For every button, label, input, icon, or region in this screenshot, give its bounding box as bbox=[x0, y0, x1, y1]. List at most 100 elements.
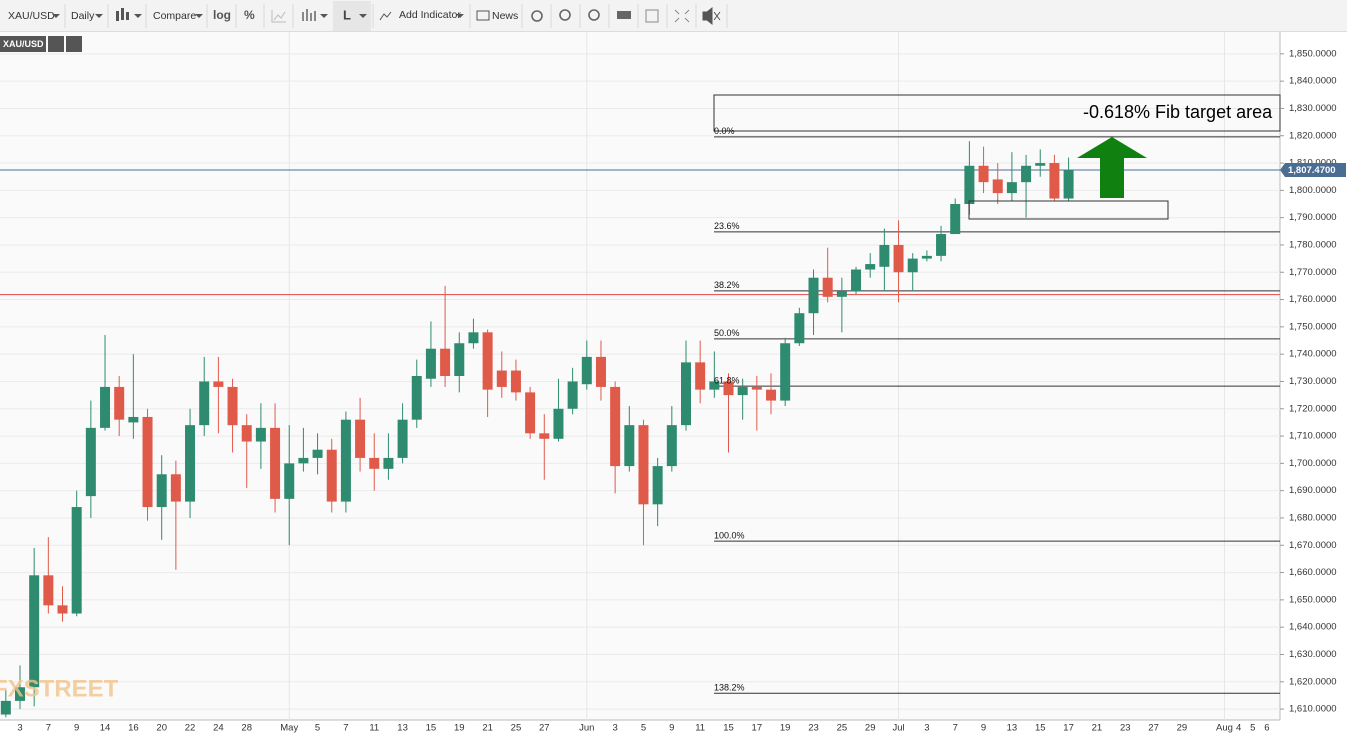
dropdown-arrow bbox=[456, 14, 464, 18]
candle-body bbox=[836, 291, 847, 297]
candle-body bbox=[383, 457, 394, 469]
x-tick-label: 11 bbox=[695, 723, 705, 734]
candle-body bbox=[794, 313, 805, 344]
x-tick-label: 6 bbox=[1264, 723, 1269, 734]
dropdown-arrow bbox=[359, 14, 367, 18]
symbol-input[interactable]: XAU/USD bbox=[8, 10, 55, 22]
indicator-icon bbox=[379, 11, 392, 21]
x-tick-label: 19 bbox=[454, 723, 465, 734]
png-button[interactable] bbox=[645, 9, 659, 23]
candle-body bbox=[851, 269, 862, 292]
candle-body bbox=[71, 507, 82, 614]
candle-body bbox=[921, 255, 932, 259]
y-tick-label: 1,800.0000 bbox=[1289, 185, 1337, 196]
news-button[interactable]: News bbox=[492, 10, 518, 22]
candle-body bbox=[695, 362, 706, 390]
candle-body bbox=[284, 463, 295, 499]
x-tick-label: 3 bbox=[612, 723, 617, 734]
fib-label: 0.0% bbox=[714, 126, 735, 136]
candle-body bbox=[581, 356, 592, 385]
candle-body bbox=[610, 386, 621, 467]
range-box bbox=[968, 200, 1169, 220]
calendar-icon[interactable] bbox=[66, 36, 82, 52]
candle-body bbox=[270, 427, 281, 499]
x-tick-label: 16 bbox=[128, 723, 139, 734]
x-tick-label: 28 bbox=[241, 723, 252, 734]
symbol-tag-bg bbox=[0, 36, 46, 52]
candle-body bbox=[298, 457, 309, 464]
x-tick-label: 9 bbox=[669, 723, 674, 734]
candle-body bbox=[1049, 163, 1060, 199]
x-tick-label: 24 bbox=[213, 723, 224, 734]
zoom-in-button[interactable] bbox=[559, 9, 571, 21]
last-price-tag-bg bbox=[1280, 162, 1346, 177]
marks bbox=[0, 141, 1074, 718]
y-tick-label: 1,650.0000 bbox=[1289, 594, 1337, 605]
x-tick-label: 21 bbox=[482, 723, 493, 734]
candle-body bbox=[0, 700, 11, 715]
layout-button[interactable]: L bbox=[343, 7, 351, 22]
zoom-out-button[interactable] bbox=[588, 9, 600, 21]
candle-body bbox=[411, 376, 422, 420]
refresh-button[interactable] bbox=[531, 10, 543, 22]
x-tick-label: 22 bbox=[185, 723, 196, 734]
x-tick-label: 25 bbox=[511, 723, 522, 734]
x-tick-label: 13 bbox=[397, 723, 408, 734]
fullscreen-button[interactable] bbox=[674, 9, 690, 23]
x-tick-label: 5 bbox=[1250, 723, 1255, 734]
x-tick-label: Aug bbox=[1216, 723, 1233, 734]
x-tick-label: 29 bbox=[1177, 723, 1188, 734]
percent-button[interactable]: % bbox=[244, 8, 255, 22]
fib-label: 50.0% bbox=[714, 328, 740, 338]
volume-button[interactable] bbox=[302, 9, 328, 21]
candle-body bbox=[199, 381, 210, 426]
fib-label: 61.8% bbox=[714, 375, 740, 385]
candle-body bbox=[15, 687, 25, 701]
candle-body bbox=[553, 408, 564, 439]
candle-body bbox=[496, 370, 507, 387]
candle-body bbox=[652, 466, 663, 505]
chart-style-button[interactable] bbox=[271, 10, 286, 23]
grid bbox=[0, 32, 1280, 720]
fib-label: 38.2% bbox=[714, 280, 740, 290]
x-tick-label: 13 bbox=[1007, 723, 1018, 734]
news-icon bbox=[476, 10, 490, 21]
x-tick-label: 25 bbox=[837, 723, 848, 734]
y-tick-label: 1,820.0000 bbox=[1289, 130, 1337, 141]
candle-body bbox=[170, 474, 181, 502]
candle-body bbox=[936, 234, 947, 256]
y-tick-label: 1,680.0000 bbox=[1289, 512, 1337, 523]
x-tick-label: 23 bbox=[808, 723, 819, 734]
candle-body bbox=[1035, 163, 1046, 166]
chart-type-button[interactable] bbox=[116, 8, 142, 21]
compare-button[interactable]: Compare bbox=[153, 10, 196, 22]
y-tick-label: 1,660.0000 bbox=[1289, 567, 1337, 578]
interval-button[interactable]: Daily bbox=[71, 10, 95, 22]
add-indicator-button[interactable]: Add Indicator bbox=[399, 9, 461, 21]
x-tick-label: 20 bbox=[156, 723, 167, 734]
toolbar-bg bbox=[0, 0, 1347, 32]
x-tick-label: 29 bbox=[865, 723, 876, 734]
y-tick-label: 1,830.0000 bbox=[1289, 103, 1337, 114]
candle-body bbox=[595, 356, 606, 387]
candle-body bbox=[638, 425, 649, 505]
candle-body bbox=[766, 389, 777, 401]
x-tick-label: 15 bbox=[1035, 723, 1046, 734]
candle-body bbox=[893, 244, 904, 273]
print-button[interactable] bbox=[617, 11, 631, 19]
x-tick-label: 3 bbox=[17, 723, 22, 734]
candle-body bbox=[312, 449, 323, 458]
candle-body bbox=[128, 416, 139, 423]
x-tick-label: 17 bbox=[752, 723, 763, 734]
mute-button[interactable] bbox=[702, 6, 721, 26]
candle-body bbox=[808, 277, 819, 314]
candle-body bbox=[780, 343, 791, 401]
annotation: -0.618% Fib target area bbox=[1083, 102, 1273, 122]
candle-body bbox=[397, 419, 408, 458]
y-tick-label: 1,840.0000 bbox=[1289, 76, 1337, 87]
reload-icon[interactable] bbox=[48, 36, 64, 52]
log-button[interactable]: log bbox=[213, 8, 231, 22]
y-tick-label: 1,760.0000 bbox=[1289, 294, 1337, 305]
candle-body bbox=[326, 449, 337, 502]
layout-button-bg bbox=[333, 1, 371, 31]
